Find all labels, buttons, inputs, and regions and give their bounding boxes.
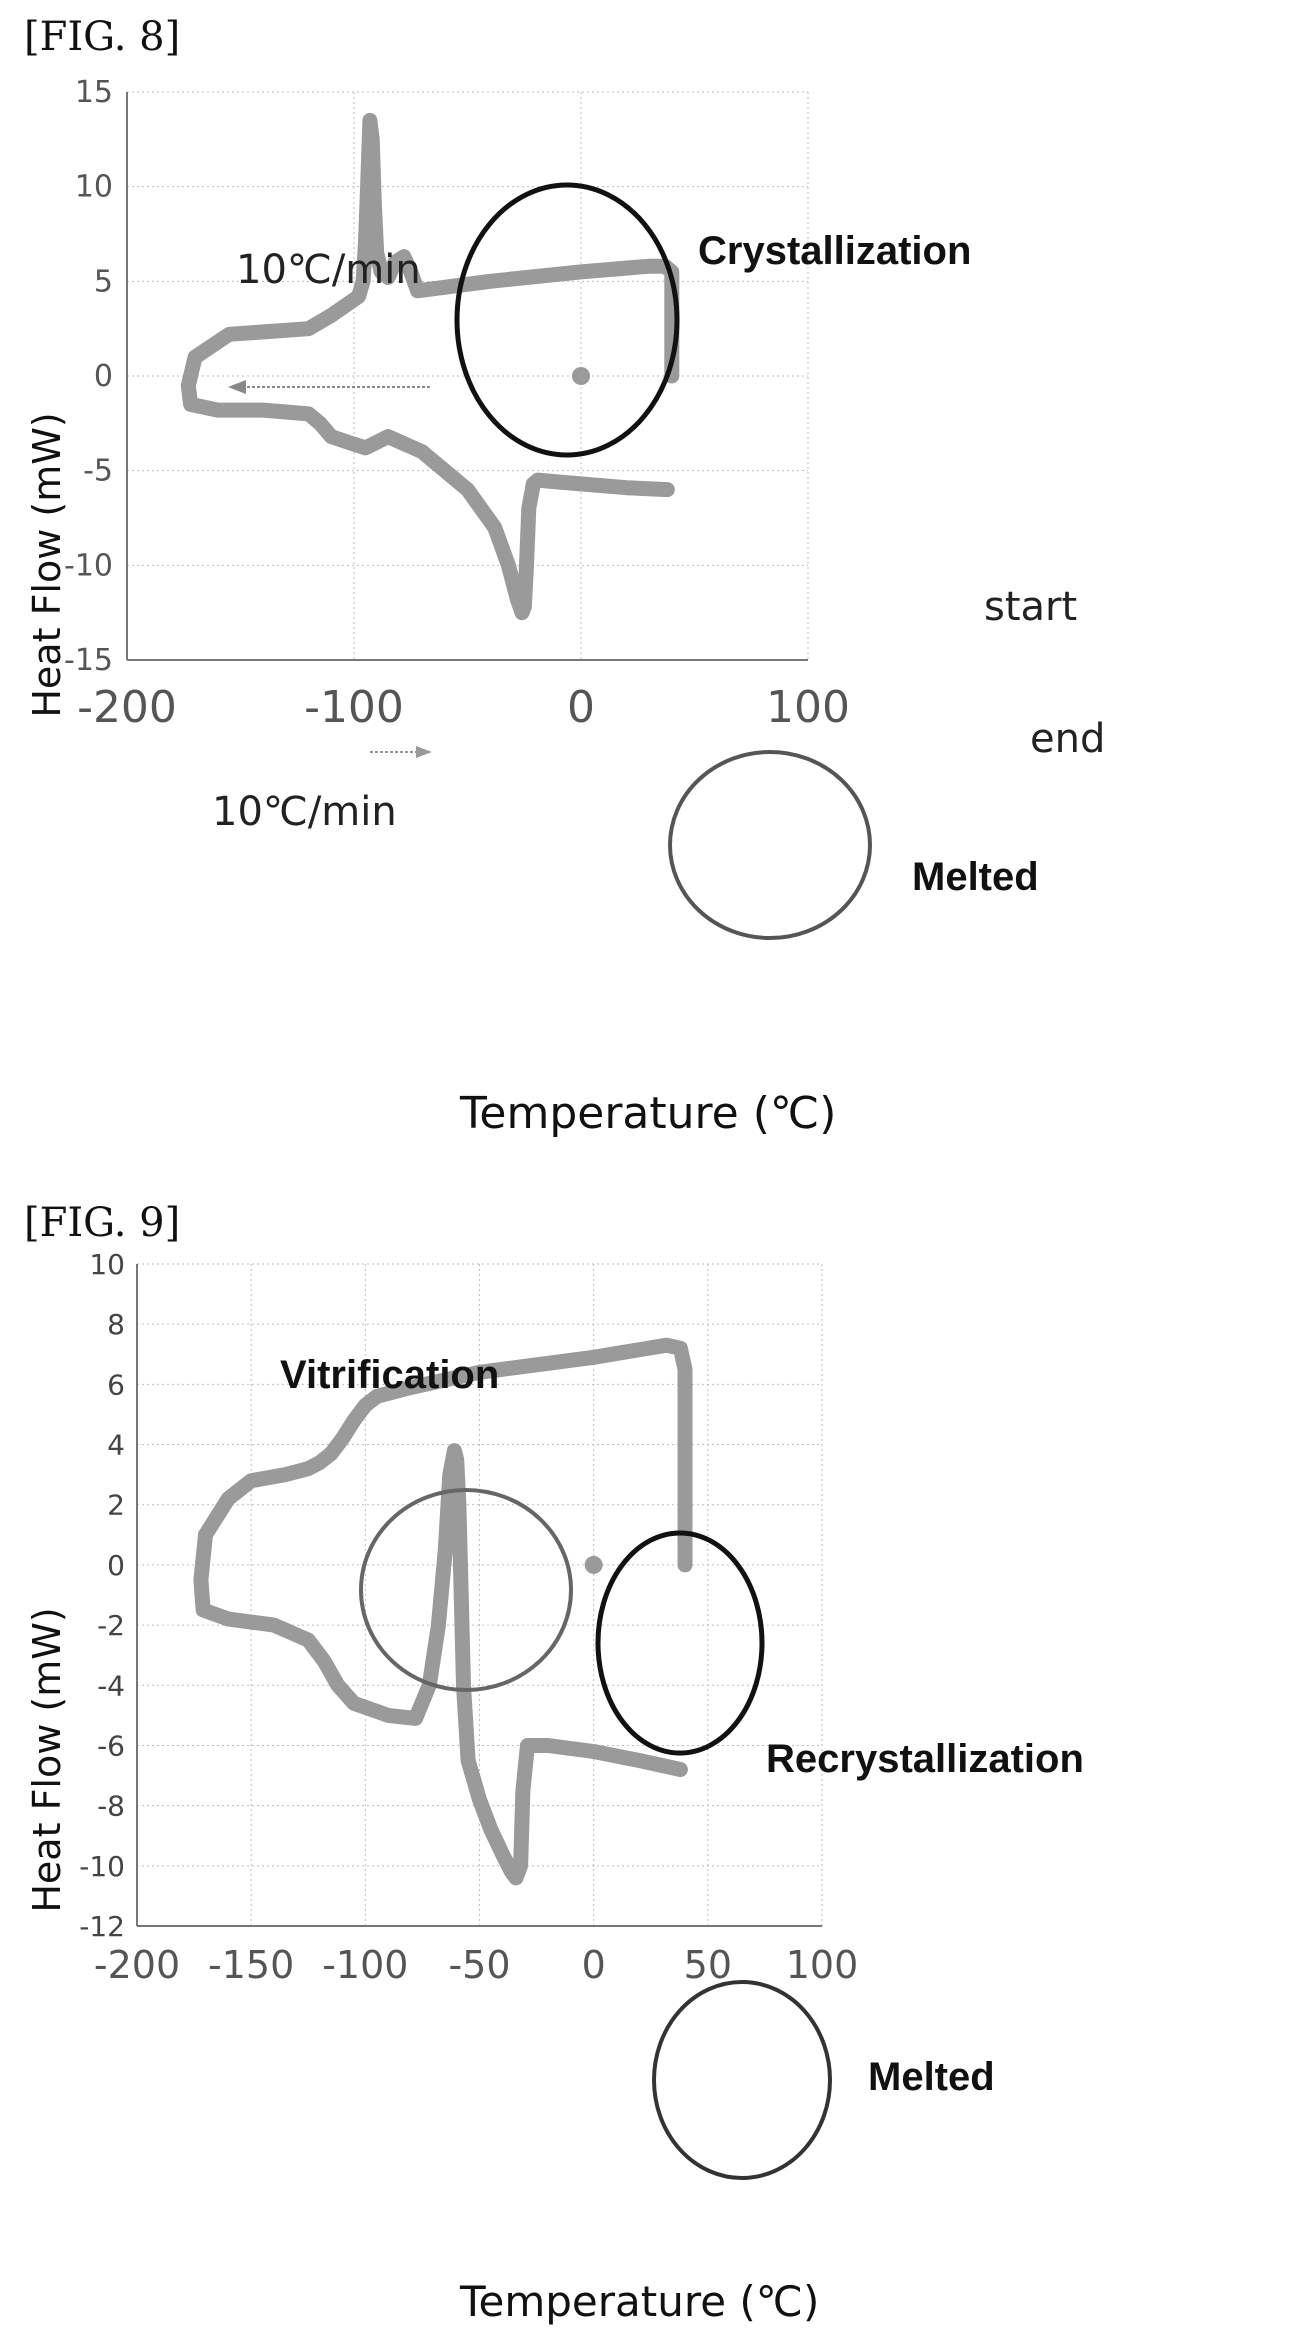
fig9-vitrification-circle: [359, 1488, 573, 1692]
fig9-y-tick-labels: 10 8 6 4 2 0 -2 -4 -6 -8 -10 -12: [79, 1248, 125, 1943]
fig9-series-line-0: [193, 1337, 693, 1886]
fig9-y-tick-label-7: -4: [97, 1669, 125, 1702]
fig8-y-axis-label: Heat Flow (mW): [25, 412, 69, 717]
fig8-chart: 15 10 5 0 -5 -10 -15 -200 -100 0 100 10℃/min 10℃/…: [25, 75, 1105, 1139]
fig9-recrystallization-label: Recrystallization: [766, 1737, 1084, 1781]
fig9-y-tick-label-4: 2: [107, 1489, 125, 1522]
fig8-x-tick-label-0: -200: [77, 682, 177, 733]
fig8-x-tick-label-2: 0: [567, 682, 595, 733]
fig8-x-axis-label: Temperature (℃): [459, 1088, 836, 1139]
fig9-point-0: [584, 1555, 603, 1574]
fig9-y-tick-label-9: -8: [97, 1790, 125, 1823]
fig9-y-tick-label-10: -10: [79, 1850, 125, 1883]
fig8-y-tick-label-1: 10: [75, 170, 113, 205]
fig9-y-tick-label-0: 10: [89, 1248, 125, 1281]
fig9-y-tick-label-5: 0: [107, 1549, 125, 1582]
fig9-y-tick-label-2: 6: [107, 1368, 125, 1401]
fig9-y-axis-label: Heat Flow (mW): [25, 1607, 69, 1912]
fig9-y-tick-label-3: 4: [107, 1429, 125, 1462]
fig9-x-tick-label-0: -200: [94, 1943, 180, 1987]
fig9-melted-label: Melted: [868, 2055, 995, 2099]
fig8-y-tick-label-5: -10: [64, 548, 113, 583]
fig8-y-tick-label-4: -5: [83, 454, 113, 489]
fig8-cooling-arrowhead: [228, 380, 246, 394]
fig9-x-tick-label-6: 100: [786, 1943, 859, 1987]
fig9-y-tick-label-8: -6: [97, 1729, 125, 1762]
fig8-y-tick-labels: 15 10 5 0 -5 -10 -15: [64, 75, 113, 678]
fig8-cooling-rate-label: 10℃/min: [236, 247, 421, 293]
fig9-melted-circle: [652, 1980, 832, 2180]
fig9-x-tick-label-4: 0: [582, 1943, 606, 1987]
fig8-points: [572, 367, 590, 385]
fig9-y-tick-label-11: -12: [79, 1910, 125, 1943]
fig8-y-tick-label-0: 15: [75, 75, 113, 110]
fig8-x-tick-labels: -200 -100 0 100: [77, 682, 850, 733]
fig8-y-tick-label-6: -15: [64, 643, 113, 678]
fig8-y-tick-label-3: 0: [94, 359, 113, 394]
fig9-x-tick-labels: -200 -150 -100 -50 0 50 100: [94, 1943, 858, 1987]
fig9-axes: [136, 1264, 822, 1927]
fig9-recrystallization-circle: [595, 1530, 765, 1756]
figure-9-label: [FIG. 9]: [24, 1200, 181, 1246]
fig9-y-tick-label-6: -2: [97, 1609, 125, 1642]
fig8-melted-circle: [668, 750, 872, 940]
fig8-heating-rate-label: 10℃/min: [212, 789, 397, 835]
fig8-x-tick-label-1: -100: [304, 682, 404, 733]
fig9-x-tick-label-2: -100: [322, 1943, 408, 1987]
fig8-end-label: end: [1030, 716, 1105, 762]
fig8-melted-label: Melted: [912, 855, 1039, 899]
fig8-heating-arrowhead: [416, 746, 432, 758]
fig8-start-label: start: [984, 584, 1077, 630]
fig8-crystallization-circle: [454, 182, 680, 458]
fig8-x-tick-label-3: 100: [766, 682, 850, 733]
fig9-x-tick-label-5: 50: [684, 1943, 732, 1987]
fig8-series: [180, 112, 680, 621]
fig8-point-0: [572, 367, 590, 385]
fig8-axes: [126, 92, 808, 661]
fig8-crystallization-label: Crystallization: [698, 229, 971, 273]
fig9-x-axis-label: Temperature (℃): [459, 2277, 819, 2326]
fig9-x-tick-label-3: -50: [448, 1943, 510, 1987]
fig9-x-tick-label-1: -150: [208, 1943, 294, 1987]
fig8-series-line-0: [180, 112, 680, 621]
fig9-vitrification-label: Vitrification: [280, 1353, 499, 1397]
fig9-points: [584, 1555, 603, 1574]
fig9-y-tick-label-1: 8: [107, 1308, 125, 1341]
figure-8-label: [FIG. 8]: [24, 14, 181, 60]
fig8-y-tick-label-2: 5: [94, 264, 113, 299]
fig9-series: [193, 1337, 693, 1886]
